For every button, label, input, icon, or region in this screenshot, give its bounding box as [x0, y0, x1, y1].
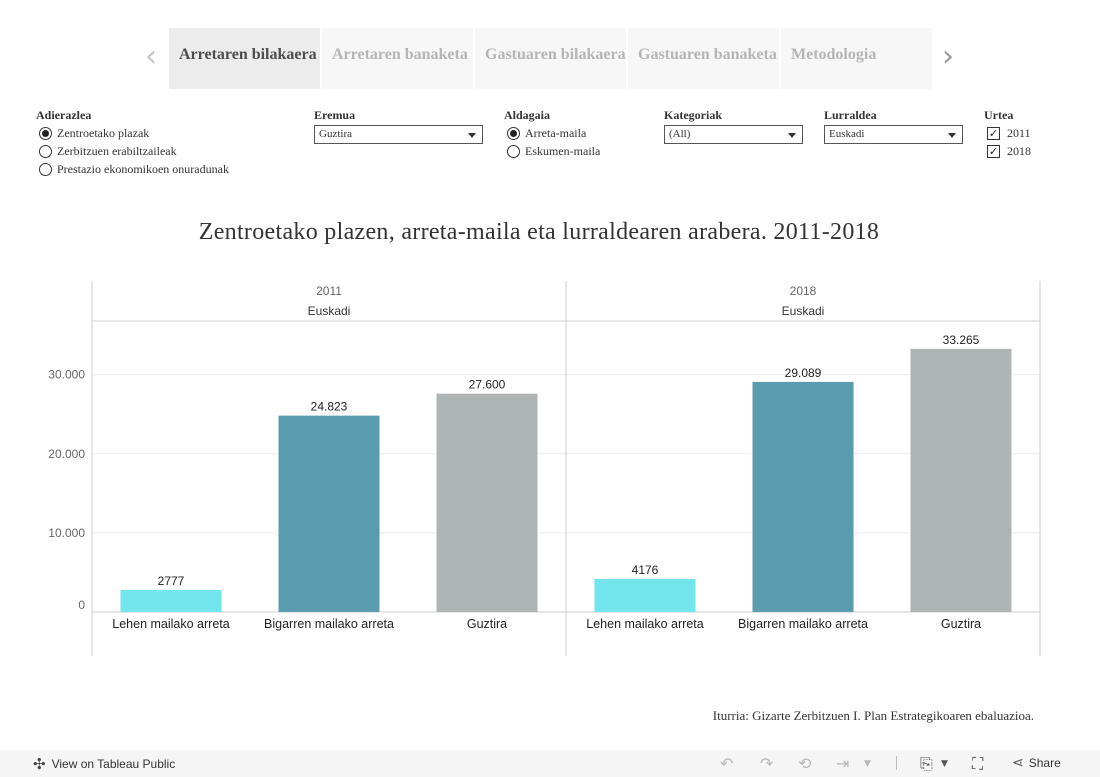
panel-year-label: 2018 — [790, 284, 817, 298]
filter-title: Aldagaia — [504, 108, 551, 122]
checkbox-checked-icon[interactable]: ✓ — [987, 144, 1000, 158]
share-label: Share — [1028, 756, 1061, 770]
dropdown-value: Euskadi — [829, 128, 865, 140]
toolbar-divider — [896, 756, 897, 770]
radio-icon[interactable] — [39, 144, 52, 158]
chevron-down-icon — [468, 133, 476, 138]
radio-label: Prestazio ekonomikoen onuradunak — [57, 161, 229, 176]
kategoriak-dropdown[interactable]: (All) — [664, 125, 803, 144]
tab-gastuaren-bilakaera[interactable]: Gastuaren bilakaera — [475, 28, 626, 89]
redo-icon[interactable]: ↷ — [760, 754, 774, 773]
y-tick-label: 10.000 — [48, 526, 85, 540]
data-label: 4176 — [632, 563, 659, 577]
radio-icon[interactable] — [507, 144, 520, 158]
radio-option[interactable]: Zentroetako plazak — [36, 124, 276, 142]
chevron-down-icon — [788, 133, 796, 138]
checkbox-option[interactable]: ✓ 2018 — [984, 142, 1064, 160]
tab-prev-arrow-icon[interactable]: ‹ — [145, 39, 157, 74]
chart-title: Zentroetako plazen, arreta-maila eta lur… — [198, 219, 880, 245]
bar — [120, 590, 222, 612]
source-note: Iturria: Gizarte Zerbitzuen I. Plan Estr… — [712, 708, 1034, 723]
fullscreen-icon[interactable]: ⛶ — [972, 754, 984, 773]
dropdown-value: Guztira — [319, 128, 352, 140]
filter-adierazlea: Adierazlea Zentroetako plazak Zerbitzuen… — [36, 108, 276, 178]
chevron-down-icon — [948, 133, 956, 138]
filter-kategoriak: Kategoriak (All) — [664, 108, 803, 144]
radio-option[interactable]: Zerbitzuen erabiltzaileak — [36, 142, 276, 160]
share-button[interactable]: ⋖ Share — [1012, 755, 1061, 771]
dropdown-value: (All) — [669, 128, 691, 140]
refresh-icon[interactable]: ⇥ — [836, 754, 850, 773]
tab-gastuaren-banaketa[interactable]: Gastuaren banaketa — [628, 28, 779, 89]
data-label: 29.089 — [785, 366, 822, 380]
tab-arretaren-banaketa[interactable]: Arretaren banaketa — [322, 28, 473, 89]
refresh-dropdown-icon[interactable]: ▼ — [864, 759, 871, 769]
filter-aldagaia: Aldagaia Arreta-maila Eskumen-maila — [504, 108, 624, 160]
category-label: Lehen mailako arreta — [586, 617, 703, 631]
bar — [910, 348, 1012, 612]
filter-title: Lurraldea — [824, 108, 877, 122]
bar — [278, 415, 380, 612]
download-dropdown-icon[interactable]: ▼ — [941, 759, 948, 769]
radio-option[interactable]: Eskumen-maila — [504, 142, 624, 160]
category-label: Bigarren mailako arreta — [264, 617, 394, 631]
data-label: 2777 — [158, 574, 185, 588]
filter-urtea: Urtea ✓ 2011 ✓ 2018 — [984, 108, 1064, 160]
checkbox-label: 2018 — [1007, 143, 1031, 158]
view-on-tableau-link[interactable]: ✣ View on Tableau Public — [33, 755, 175, 773]
tableau-toolbar: ✣ View on Tableau Public ↶ ↷ ⟲ ⇥ ▼ ⎘ ▼ ⛶… — [0, 750, 1100, 777]
filter-eremua: Eremua Guztira — [314, 108, 483, 144]
checkbox-option[interactable]: ✓ 2011 — [984, 124, 1064, 142]
y-tick-label: 20.000 — [48, 447, 85, 461]
category-label: Guztira — [467, 617, 507, 631]
radio-option[interactable]: Prestazio ekonomikoen onuradunak — [36, 160, 276, 178]
tableau-logo-icon: ✣ — [33, 755, 46, 773]
panel-region-label: Euskadi — [308, 304, 351, 318]
bar — [594, 578, 696, 612]
category-label: Bigarren mailako arreta — [738, 617, 868, 631]
eremua-dropdown[interactable]: Guztira — [314, 125, 483, 144]
lurraldea-dropdown[interactable]: Euskadi — [824, 125, 963, 144]
checkbox-checked-icon[interactable]: ✓ — [987, 126, 1000, 140]
category-label: Guztira — [941, 617, 981, 631]
filter-title: Adierazlea — [36, 108, 92, 122]
bar-chart: 0 10.000 20.000 30.000 2011 Euskadi 2777 Lehen … — [48, 281, 1041, 656]
data-label: 27.600 — [469, 378, 506, 392]
y-tick-label: 0 — [78, 598, 85, 612]
filter-title: Kategoriak — [664, 108, 722, 122]
radio-label: Eskumen-maila — [525, 143, 601, 158]
filter-title: Urtea — [984, 108, 1014, 122]
view-on-tableau-label: View on Tableau Public — [51, 757, 176, 771]
data-label: 33.265 — [943, 333, 980, 347]
panel-region-label: Euskadi — [782, 304, 825, 318]
data-label: 24.823 — [311, 400, 348, 414]
radio-label: Zentroetako plazak — [57, 125, 150, 140]
y-tick-label: 30.000 — [48, 368, 85, 382]
tab-arretaren-bilakaera[interactable]: Arretaren bilakaera — [169, 28, 320, 89]
filter-lurraldea: Lurraldea Euskadi — [824, 108, 963, 144]
download-icon[interactable]: ⎘ — [920, 754, 933, 773]
tab-next-arrow-icon[interactable]: › — [942, 39, 954, 74]
panel-year-label: 2011 — [316, 284, 342, 298]
bar — [752, 381, 854, 612]
category-label: Lehen mailako arreta — [112, 617, 229, 631]
tab-navigation: ‹ Arretaren bilakaera Arretaren banaketa… — [140, 28, 970, 89]
tab-metodologia[interactable]: Metodologia — [781, 28, 932, 89]
bar — [436, 393, 538, 612]
radio-selected-icon[interactable] — [507, 126, 520, 140]
undo-icon[interactable]: ↶ — [720, 754, 734, 773]
radio-icon[interactable] — [39, 162, 52, 176]
revert-icon[interactable]: ⟲ — [798, 754, 812, 773]
checkbox-label: 2011 — [1007, 125, 1031, 140]
radio-label: Zerbitzuen erabiltzaileak — [57, 143, 177, 158]
radio-option[interactable]: Arreta-maila — [504, 124, 624, 142]
radio-label: Arreta-maila — [525, 125, 587, 140]
radio-selected-icon[interactable] — [39, 126, 52, 140]
filter-title: Eremua — [314, 108, 356, 122]
share-icon: ⋖ — [1012, 755, 1024, 771]
